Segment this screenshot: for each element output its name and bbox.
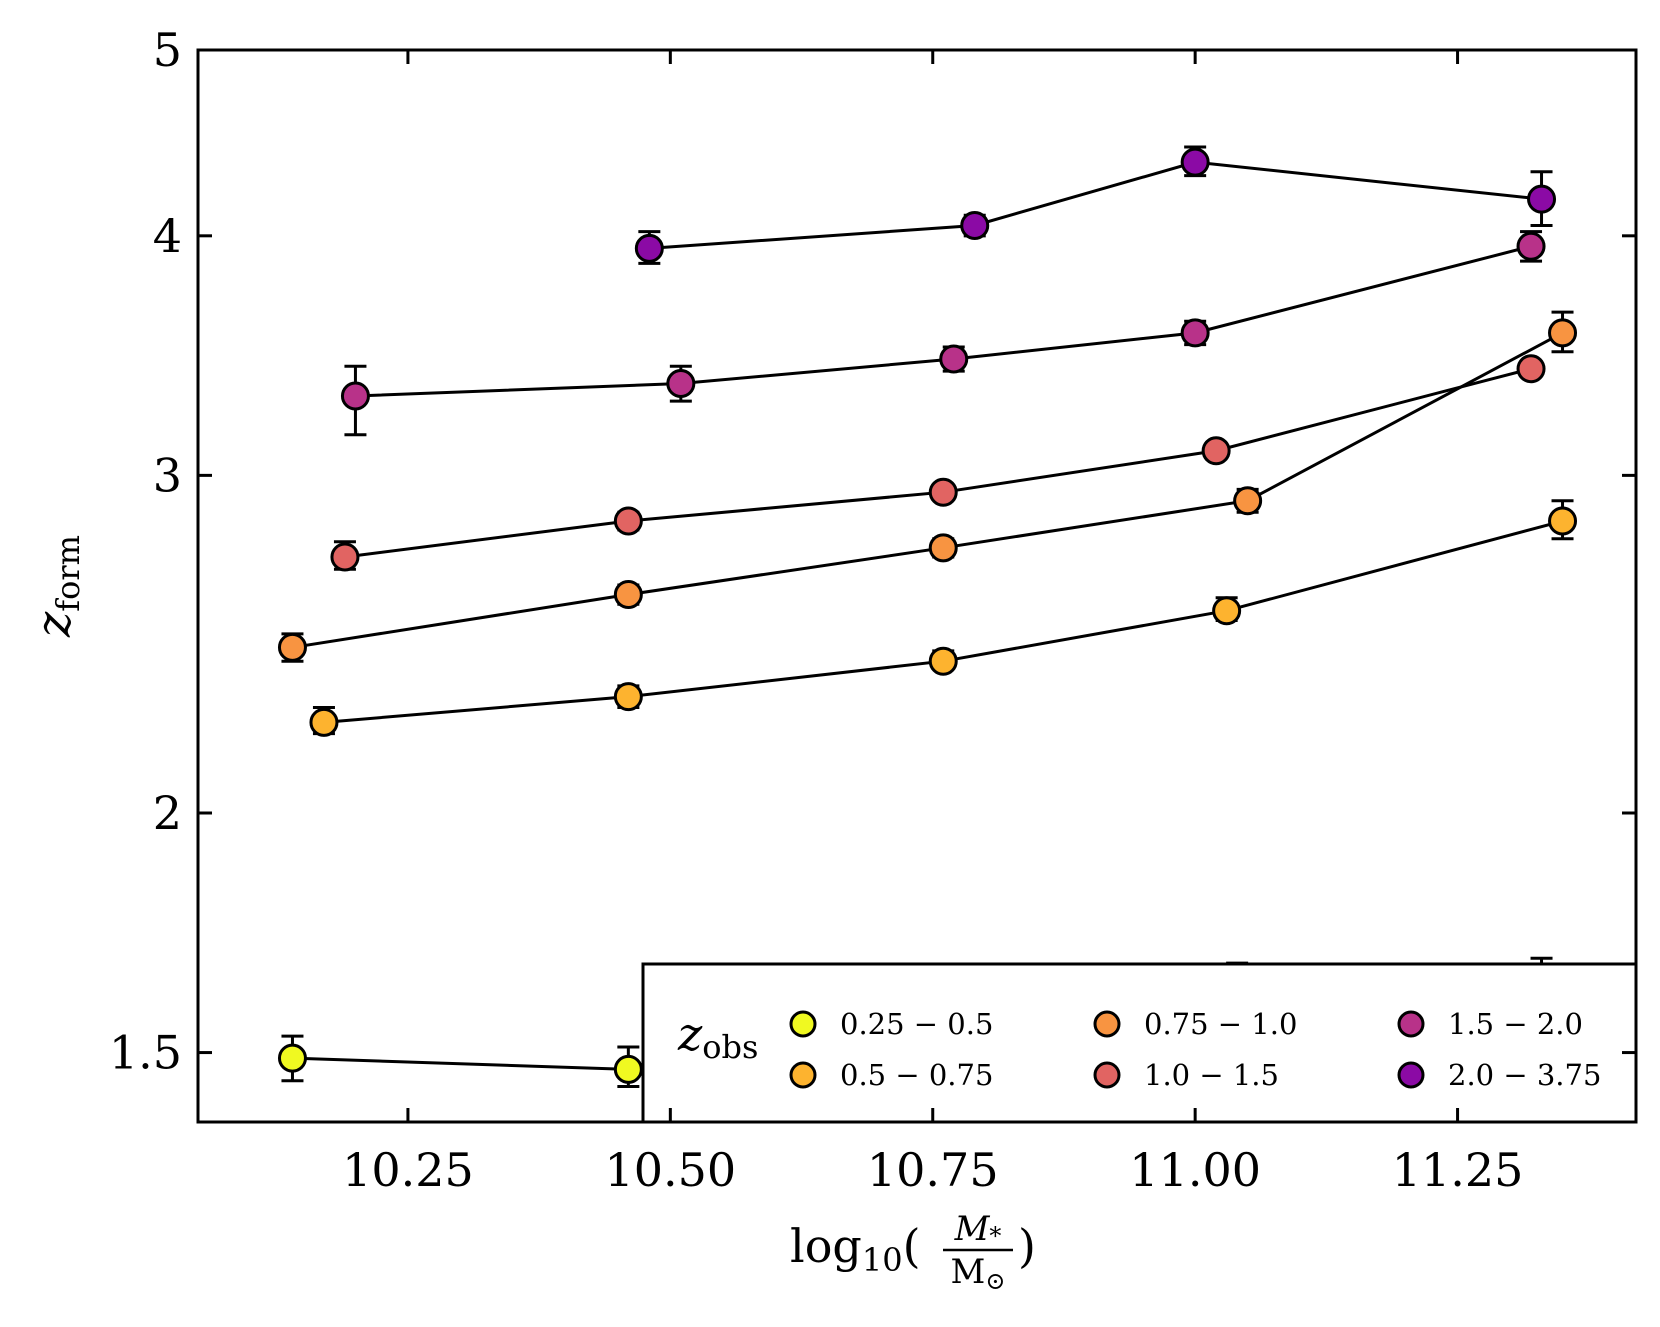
y-tick-label: 5 (153, 23, 182, 77)
y-tick-label: 2 (153, 786, 182, 840)
legend-marker (789, 1061, 817, 1089)
y-tick-label: 4 (153, 209, 182, 263)
y-axis-title-var: z (26, 611, 82, 638)
data-point (928, 477, 958, 507)
data-point (613, 1054, 643, 1084)
series-line (649, 160, 1542, 250)
data-point (1548, 506, 1578, 536)
legend-label: 2.0 − 3.75 (1448, 1058, 1601, 1092)
data-point (1212, 596, 1242, 626)
legend-title-subscript: obs (702, 1028, 758, 1066)
y-axis-title-subscript: form (49, 535, 87, 612)
series-4 (330, 354, 1546, 572)
x-tick-label: 11.25 (1392, 1143, 1524, 1197)
y-tick-label: 3 (153, 448, 182, 502)
legend-label: 0.75 − 1.0 (1144, 1007, 1297, 1041)
legend-box (641, 962, 1638, 1124)
x-axis-title-open: ( (903, 1219, 921, 1273)
y-axis-title: zform (26, 535, 87, 638)
series-6 (634, 145, 1557, 265)
data-point (309, 707, 339, 737)
x-axis-title-base: 10 (862, 1241, 903, 1279)
data-point (277, 632, 307, 662)
data-point (1180, 147, 1210, 177)
legend-marker (1397, 1061, 1425, 1089)
legend-marker (1093, 1061, 1121, 1089)
data-point (330, 542, 360, 572)
x-axis-title-denominator-sub: ⊙ (985, 1267, 1005, 1295)
data-point (1516, 354, 1546, 384)
data-point (666, 368, 696, 398)
data-point (1527, 184, 1557, 214)
series-5 (340, 230, 1546, 437)
data-point (277, 1043, 307, 1073)
data-point (928, 533, 958, 563)
legend-label: 1.5 − 2.0 (1448, 1007, 1583, 1041)
plot-frame (196, 48, 1638, 1124)
series-3 (277, 310, 1578, 663)
x-tick-label: 10.25 (342, 1143, 474, 1197)
series-2 (309, 499, 1578, 737)
data-point (634, 233, 664, 263)
x-tick-label: 10.50 (604, 1143, 736, 1197)
data-point (928, 646, 958, 676)
legend-label: 1.0 − 1.5 (1144, 1058, 1279, 1092)
legend-marker (789, 1010, 817, 1038)
legend-marker (1397, 1010, 1425, 1038)
data-point (1516, 231, 1546, 261)
data-point (1201, 436, 1231, 466)
x-axis-title-numerator-sub: * (989, 1222, 1001, 1250)
x-axis-title-close: ) (1018, 1219, 1036, 1273)
legend-marker (1093, 1010, 1121, 1038)
y-tick-label: 1.5 (109, 1026, 182, 1080)
data-point (613, 580, 643, 610)
legend-label: 0.25 − 0.5 (840, 1007, 993, 1041)
data-point (1180, 318, 1210, 348)
x-tick-label: 10.75 (867, 1143, 999, 1197)
data-point (960, 210, 990, 240)
data-point (340, 381, 370, 411)
data-point (939, 344, 969, 374)
data-point (1548, 318, 1578, 348)
legend-label: 0.5 − 0.75 (840, 1058, 993, 1092)
data-point (1233, 486, 1263, 516)
data-point (613, 682, 643, 712)
data-point (613, 506, 643, 536)
x-tick-label: 11.00 (1129, 1143, 1261, 1197)
